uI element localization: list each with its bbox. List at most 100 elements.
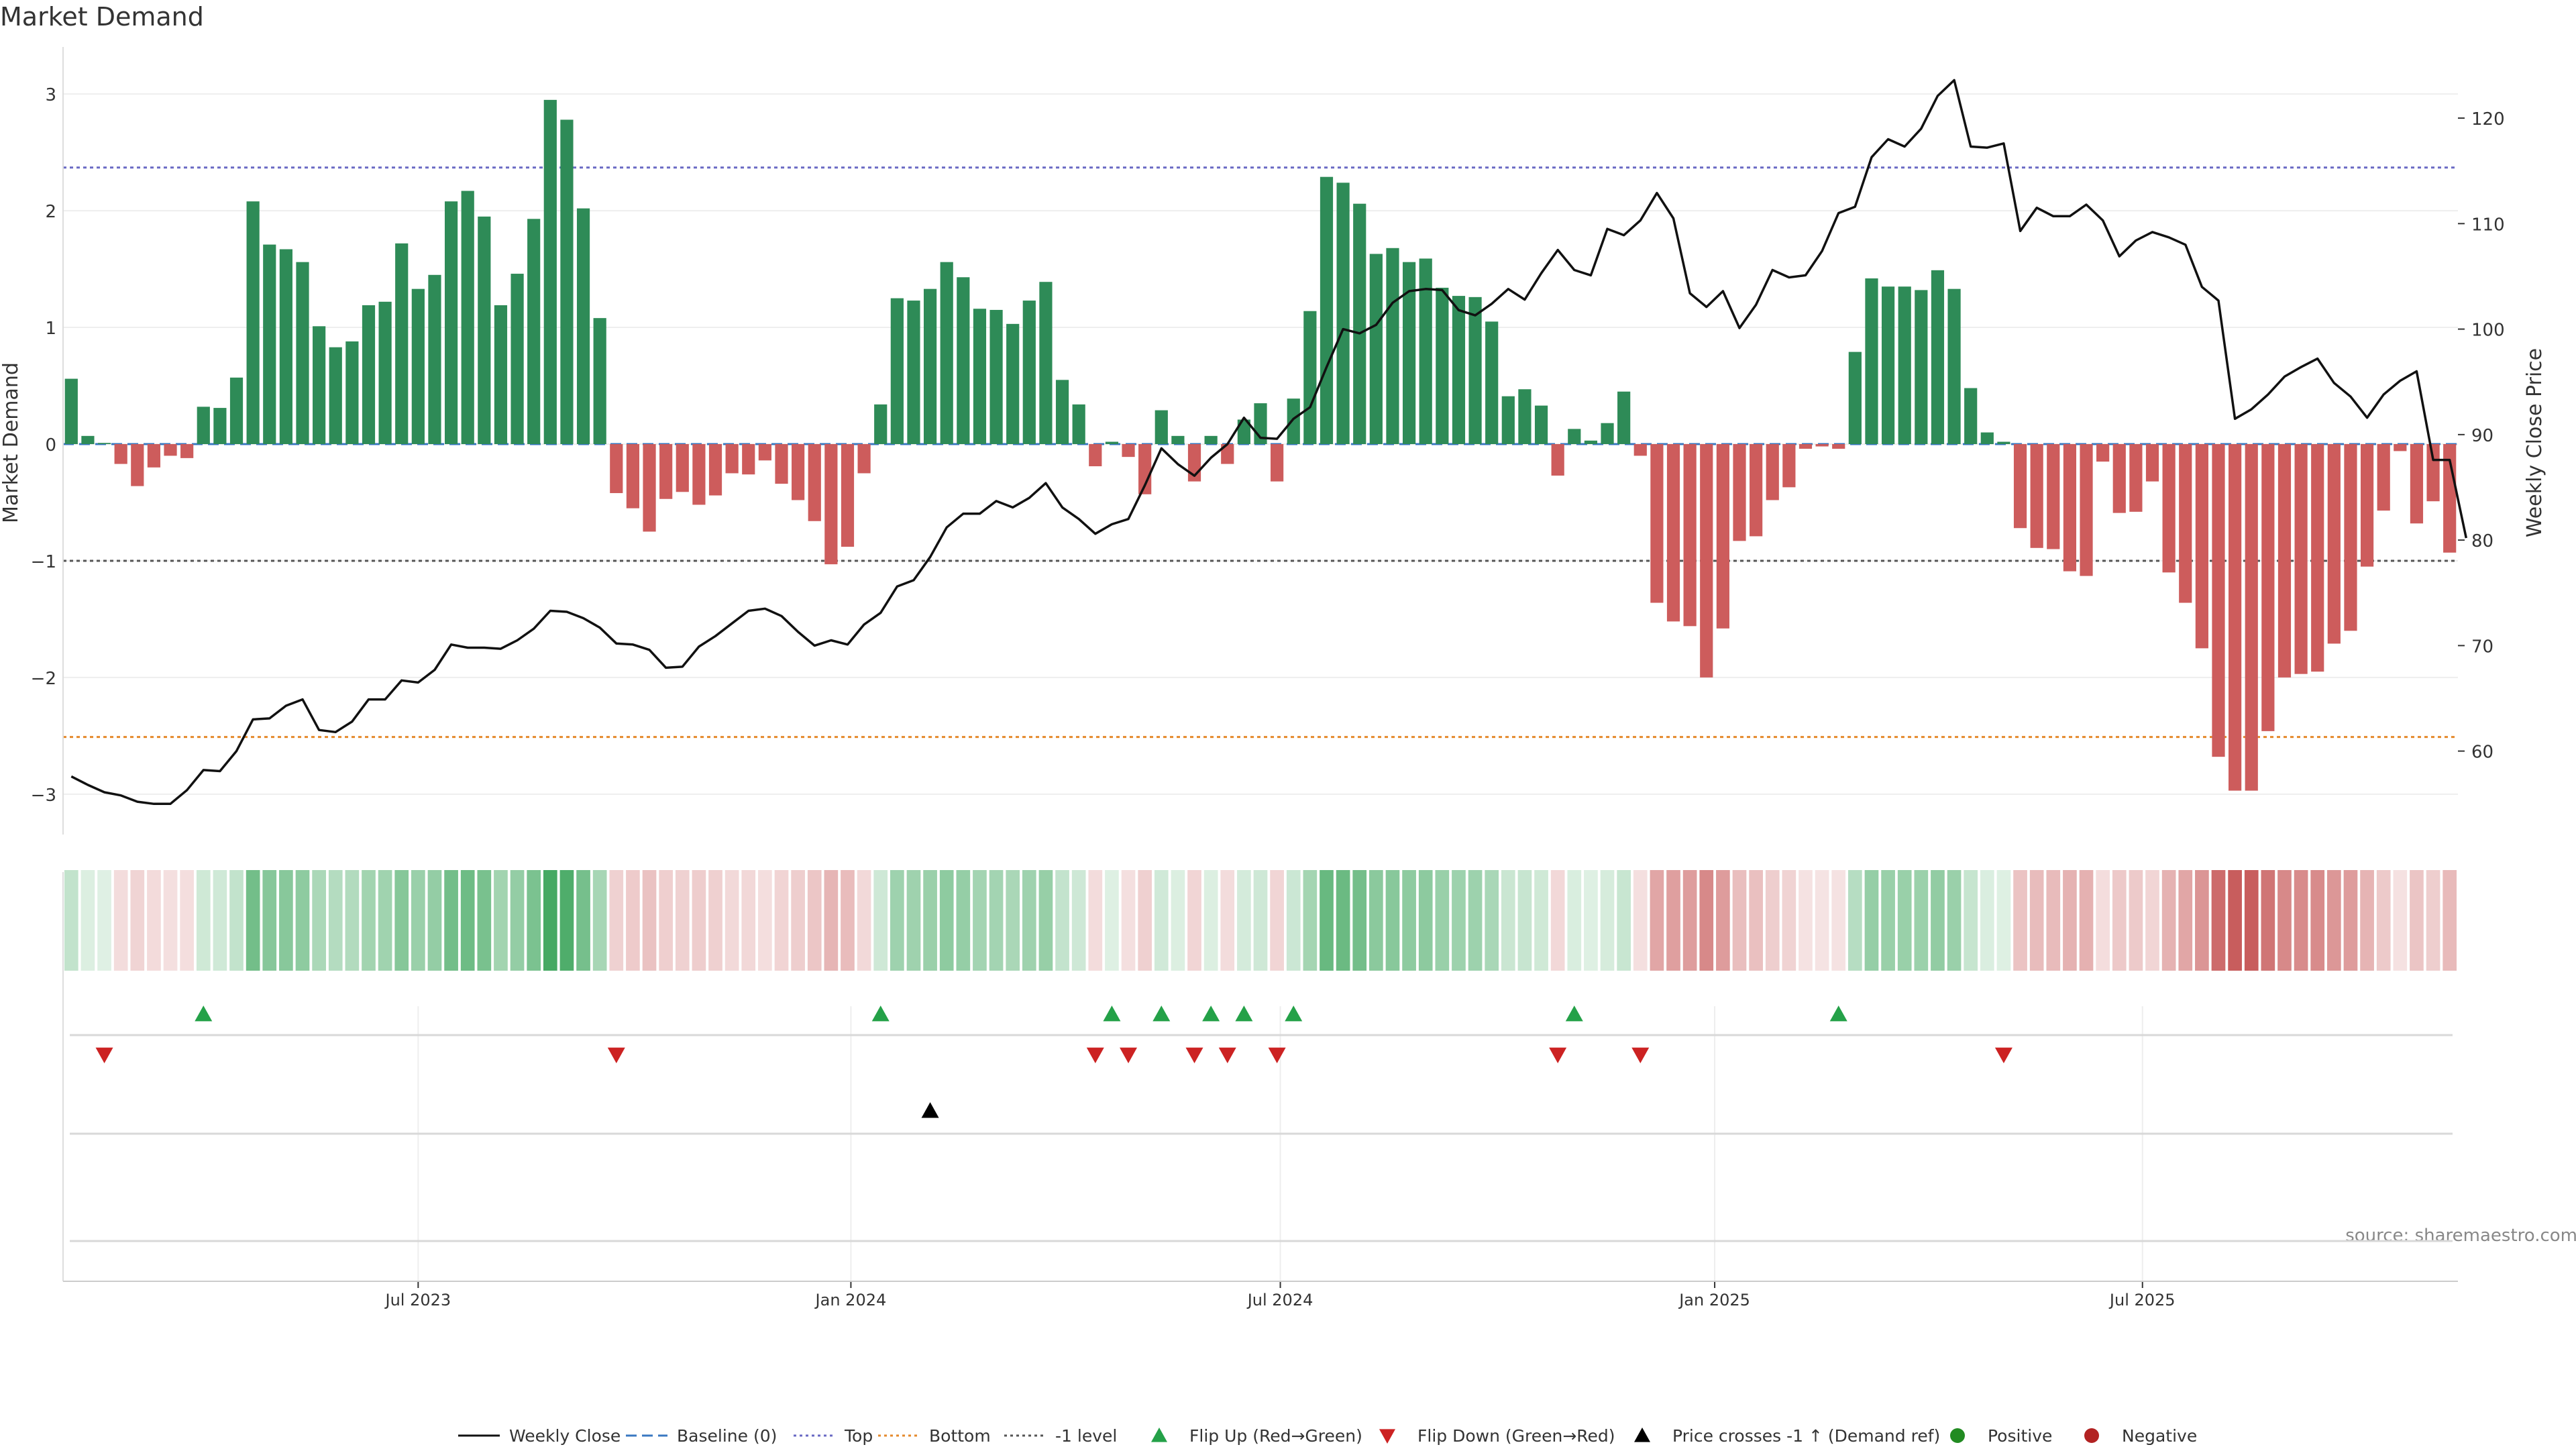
demand-bar-positive: [329, 347, 342, 444]
strip-cell-positive: [576, 870, 590, 971]
strip-cell-negative: [642, 870, 657, 971]
demand-bar-positive: [1584, 440, 1598, 444]
demand-bar-negative: [2394, 444, 2407, 451]
x-tick-label: Jan 2025: [1678, 1291, 1750, 1309]
weekly-close-series: [70, 78, 2468, 806]
strip-cell-negative: [1187, 870, 1201, 971]
strip-cell-negative: [1650, 870, 1664, 971]
strip-cell-positive: [411, 870, 425, 971]
strip-cell-positive: [1385, 870, 1400, 971]
flip-up-marker: [1103, 1006, 1121, 1022]
x-tick-label: Jul 2023: [384, 1291, 451, 1309]
demand-bar-positive: [1865, 278, 1878, 444]
right-axis-label: Weekly Close Price: [2523, 348, 2546, 537]
demand-bar-negative: [2360, 444, 2374, 567]
strip-cell-negative: [2244, 870, 2259, 971]
demand-bar-positive: [1039, 282, 1053, 444]
demand-bar-negative: [2096, 444, 2110, 462]
strip-cell-negative: [2327, 870, 2341, 971]
demand-bar-positive: [1155, 410, 1168, 444]
demand-bar-positive: [1336, 182, 1350, 444]
legend-item: Weekly Close: [458, 1426, 621, 1446]
right-tick-label: 100: [2471, 321, 2505, 341]
strip-cell-negative: [113, 870, 128, 971]
strip-cell-positive: [1567, 870, 1582, 971]
strip-cell-positive: [494, 870, 508, 971]
strip-cell-positive: [1286, 870, 1301, 971]
strip-cell-positive: [1352, 870, 1367, 971]
strip-cell-positive: [394, 870, 409, 971]
strip-cell-positive: [97, 870, 111, 971]
demand-bar-positive: [1105, 441, 1119, 444]
demand-bar-positive: [444, 201, 458, 444]
strip-cell-positive: [64, 870, 78, 971]
demand-bar-negative: [725, 444, 739, 474]
flip-down-marker: [1549, 1047, 1567, 1063]
strip-cell-positive: [1947, 870, 1962, 971]
demand-bar-positive: [428, 274, 441, 444]
strip-cell-positive: [262, 870, 277, 971]
strip-cell-positive: [1534, 870, 1548, 971]
demand-bar-positive: [1022, 301, 1036, 444]
demand-bar-negative: [1750, 444, 1763, 537]
demand-bar-positive: [1287, 398, 1300, 444]
strip-cell-positive: [923, 870, 937, 971]
strip-cell-negative: [609, 870, 624, 971]
strip-cell-positive: [1617, 870, 1631, 971]
demand-bar-negative: [626, 444, 640, 508]
demand-bar-negative: [2410, 444, 2424, 524]
strip-cell-positive: [1485, 870, 1499, 971]
strip-cell-negative: [692, 870, 706, 971]
flip-down-marker: [1631, 1047, 1650, 1063]
strip-cell-negative: [2343, 870, 2358, 971]
strip-cell-positive: [246, 870, 260, 971]
left-tick-label: 3: [45, 85, 56, 105]
strip-cell-negative: [2360, 870, 2374, 971]
strip-cell-negative: [2178, 870, 2193, 971]
demand-bar-positive: [1402, 262, 1416, 444]
demand-bar-positive: [411, 288, 425, 444]
strip-cell-negative: [2096, 870, 2110, 971]
demand-bar-negative: [692, 444, 706, 505]
strip-cell-positive: [362, 870, 376, 971]
demand-bar-positive: [1617, 391, 1631, 444]
demand-bar-positive: [461, 191, 474, 444]
demand-bar-negative: [792, 444, 805, 500]
strip-cell-negative: [1716, 870, 1730, 971]
strip-cell-negative: [2195, 870, 2209, 971]
strip-cell-positive: [1848, 870, 1862, 971]
strip-cell-positive: [543, 870, 557, 971]
legend-item: Flip Down (Green→Red): [1379, 1426, 1615, 1446]
demand-bar-positive: [1303, 311, 1317, 444]
strip-cell-negative: [708, 870, 722, 971]
legend-label: Flip Down (Green→Red): [1417, 1426, 1615, 1446]
demand-bar-negative: [2327, 444, 2341, 644]
demand-bar-negative: [775, 444, 788, 484]
demand-bar-positive: [1501, 396, 1515, 444]
strip-cell-positive: [1980, 870, 1994, 971]
strip-cell-positive: [989, 870, 1004, 971]
demand-bar-positive: [973, 309, 987, 444]
flip-down-marker: [1086, 1047, 1104, 1063]
strip-cell-negative: [1270, 870, 1284, 971]
demand-bar-negative: [2245, 444, 2258, 791]
legend: Weekly Close Baseline (0) Top Bottom -1 leve…: [458, 1426, 2197, 1446]
demand-bar-negative: [841, 444, 855, 547]
strip-cell-negative: [807, 870, 822, 971]
demand-bar-negative: [2311, 444, 2324, 672]
strip-cell-negative: [626, 870, 640, 971]
flip-down-marker: [1120, 1047, 1138, 1063]
strip-cell-negative: [659, 870, 673, 971]
demand-bar-positive: [1848, 352, 1862, 444]
demand-bar-negative: [2212, 444, 2225, 757]
grid-lines: [63, 93, 2458, 1281]
flip-down-marker: [95, 1047, 113, 1063]
x-tick-label: Jul 2025: [2108, 1291, 2176, 1309]
demand-bar-negative: [2426, 444, 2440, 502]
left-tick-label: 1: [45, 319, 56, 339]
demand-bar-positive: [1947, 288, 1961, 444]
flip-up-marker: [1565, 1006, 1583, 1022]
demand-bar-positive: [907, 301, 920, 444]
strip-cell-positive: [1336, 870, 1350, 971]
demand-bar-negative: [742, 444, 755, 475]
